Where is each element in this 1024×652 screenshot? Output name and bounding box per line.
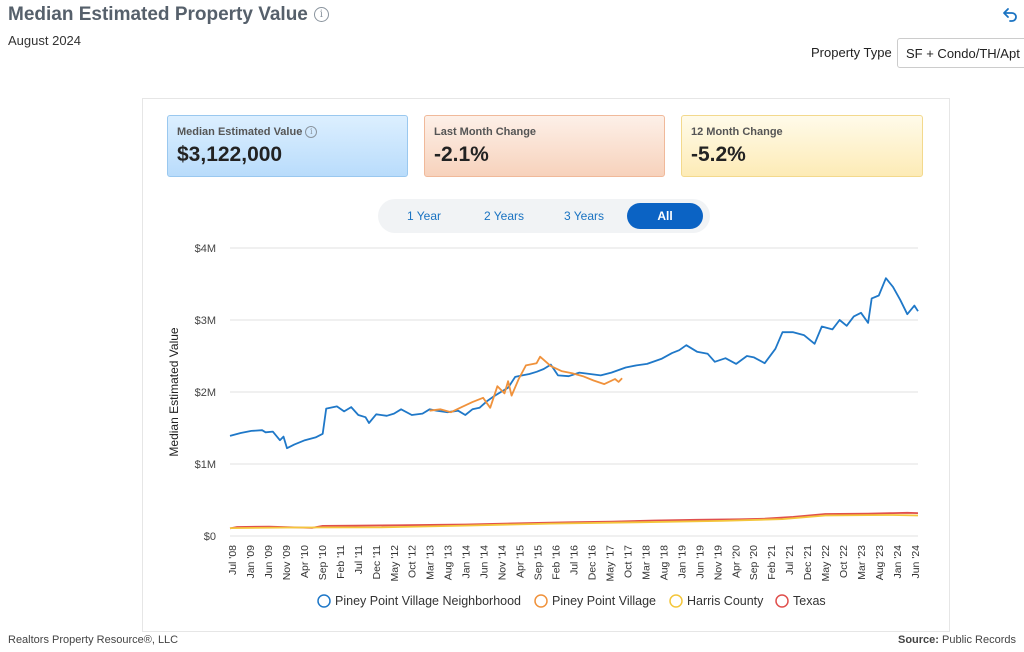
legend-label: Texas [793, 594, 826, 608]
tab-3-years[interactable]: 3 Years [563, 209, 605, 223]
property-type-label: Property Type [811, 45, 892, 60]
x-tick-label: Sep '20 [748, 545, 760, 580]
x-tick-label: May '17 [604, 545, 616, 582]
x-tick-label: Sep '10 [317, 545, 329, 580]
y-tick-label: $2M [195, 387, 216, 399]
x-tick-label: Dec '11 [371, 545, 383, 580]
kpi-label: 12 Month Change [691, 126, 783, 138]
kpi-median-value: Median Estimated Value i $3,122,000 [167, 115, 408, 177]
x-tick-label: Apr '10 [299, 545, 311, 578]
x-tick-label: Feb '16 [551, 545, 563, 580]
title-text: Median Estimated Property Value [8, 4, 308, 25]
tab-all[interactable]: All [627, 203, 703, 229]
x-tick-label: Apr '20 [730, 545, 742, 578]
tab-1-year[interactable]: 1 Year [406, 209, 442, 223]
y-tick-label: $0 [204, 531, 216, 543]
x-tick-label: Jan '19 [676, 545, 688, 579]
info-icon[interactable]: i [305, 126, 318, 139]
series-line [229, 511, 919, 530]
x-tick-label: Jun '09 [263, 545, 275, 579]
x-tick-label: Dec '16 [586, 545, 598, 580]
page-title: Median Estimated Property Value i [8, 4, 329, 26]
page-subtitle: August 2024 [8, 33, 82, 48]
x-tick-label: Jun '19 [694, 545, 706, 579]
x-tick-label: Aug '13 [443, 545, 455, 580]
x-tick-label: Oct '12 [407, 545, 419, 578]
x-tick-label: Nov '14 [497, 545, 509, 580]
footer-source: Source: Public Records [898, 634, 1016, 646]
x-tick-label: Jun '24 [910, 545, 922, 579]
x-tick-label: Jul '08 [227, 545, 239, 575]
footer-attribution: Realtors Property Resource®, LLC [8, 634, 179, 646]
legend-marker [775, 594, 789, 608]
property-type-select[interactable]: SF + Condo/TH/Apt [897, 38, 1024, 68]
legend-marker [534, 594, 548, 608]
kpi-label: Last Month Change [434, 126, 537, 138]
series-line [229, 277, 919, 450]
source-label: Source: [897, 634, 939, 646]
x-tick-label: Feb '21 [766, 545, 778, 580]
chart-card [142, 98, 950, 632]
y-axis-label: Median Estimated Value [167, 327, 181, 457]
y-tick-label: $1M [195, 459, 216, 471]
x-tick-label: Sep '15 [533, 545, 545, 580]
x-tick-label: Aug '18 [658, 545, 670, 580]
legend-marker [317, 594, 331, 608]
y-tick-label: $3M [195, 315, 216, 327]
x-tick-label: Oct '17 [622, 545, 634, 578]
kpi-value: $3,122,000 [177, 143, 283, 167]
x-tick-label: Jan '14 [461, 545, 473, 579]
x-tick-label: Jul '11 [353, 545, 365, 574]
x-tick-label: Jul '16 [569, 545, 581, 575]
x-tick-label: Jan '09 [245, 545, 257, 579]
tab-2-years[interactable]: 2 Years [483, 209, 525, 223]
time-range-tabs: 1 Year 2 Years 3 Years All [378, 199, 710, 233]
kpi-12-month-change: 12 Month Change -5.2% [681, 115, 923, 177]
y-tick-label: $4M [195, 243, 216, 255]
legend-marker [669, 594, 683, 608]
x-tick-label: Nov '09 [281, 545, 293, 580]
x-tick-label: Oct '22 [838, 545, 850, 578]
x-tick-label: May '22 [820, 545, 832, 582]
x-tick-label: Dec '21 [802, 545, 814, 580]
x-tick-label: Mar '18 [640, 545, 652, 580]
series-line [429, 355, 623, 414]
kpi-value: -2.1% [434, 143, 489, 166]
kpi-last-month-change: Last Month Change -2.1% [424, 115, 665, 177]
source-value: Public Records [942, 634, 1016, 646]
x-tick-label: Jul '21 [784, 545, 796, 575]
x-tick-label: Mar '13 [425, 545, 437, 580]
kpi-value: -5.2% [691, 143, 746, 166]
x-tick-label: Aug '23 [874, 545, 886, 580]
x-tick-label: May '12 [389, 545, 401, 582]
x-tick-label: Apr '15 [515, 545, 527, 578]
kpi-label: Median Estimated Value [177, 126, 303, 138]
share-icon[interactable] [1002, 6, 1018, 22]
x-tick-label: Jan '24 [892, 545, 904, 579]
legend-label: Harris County [687, 594, 764, 608]
x-tick-label: Jun '14 [479, 545, 491, 579]
legend-label: Piney Point Village [552, 594, 656, 608]
x-tick-label: Feb '11 [335, 545, 347, 579]
x-tick-label: Nov '19 [712, 545, 724, 580]
series-line [229, 514, 919, 529]
legend-label: Piney Point Village Neighborhood [335, 594, 521, 608]
x-tick-label: Mar '23 [856, 545, 868, 580]
info-icon[interactable]: i [313, 7, 329, 23]
